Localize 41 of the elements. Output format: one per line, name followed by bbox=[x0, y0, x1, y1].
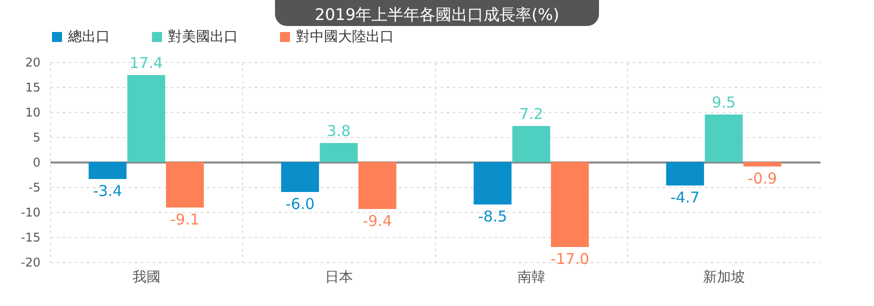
bar bbox=[550, 162, 589, 247]
bar bbox=[320, 143, 358, 162]
data-label: -6.0 bbox=[285, 195, 315, 213]
x-tick-label: 南韓 bbox=[517, 270, 546, 286]
data-label: -9.1 bbox=[170, 210, 200, 228]
y-tick-label: -5 bbox=[28, 180, 40, 194]
y-tick-label: -15 bbox=[20, 230, 40, 244]
bar bbox=[358, 162, 396, 209]
data-label: -4.7 bbox=[670, 188, 700, 206]
data-label: -9.4 bbox=[362, 212, 392, 230]
legend-label: 對美國出口 bbox=[168, 29, 238, 45]
data-label: -3.4 bbox=[92, 182, 122, 200]
y-tick-label: 20 bbox=[25, 56, 40, 70]
data-label: 7.2 bbox=[519, 105, 544, 123]
y-tick-label: -10 bbox=[20, 206, 40, 220]
legend-label: 對中國大陸出口 bbox=[296, 29, 394, 45]
data-label: 17.4 bbox=[130, 54, 163, 72]
bar bbox=[474, 162, 512, 204]
data-label: 3.8 bbox=[326, 122, 351, 140]
y-tick-label: 10 bbox=[25, 106, 40, 120]
data-label: -0.9 bbox=[748, 170, 778, 188]
y-tick-label: -20 bbox=[20, 256, 40, 270]
legend-label: 總出口 bbox=[67, 29, 110, 45]
x-tick-label: 我國 bbox=[132, 270, 160, 286]
x-tick-label: 新加坡 bbox=[702, 270, 745, 286]
bar bbox=[88, 162, 127, 179]
y-tick-label: 5 bbox=[32, 130, 40, 144]
data-label: -17.0 bbox=[550, 250, 590, 268]
bar bbox=[166, 162, 204, 208]
y-tick-label: 15 bbox=[25, 80, 40, 94]
bar bbox=[743, 162, 782, 166]
bar bbox=[704, 114, 743, 162]
chart-title: 2019年上半年各國出口成長率(%) bbox=[274, 0, 600, 26]
x-tick-label: 日本 bbox=[324, 270, 353, 286]
bar bbox=[512, 126, 550, 162]
bar bbox=[666, 162, 704, 186]
bar bbox=[127, 75, 166, 162]
bar bbox=[281, 162, 320, 192]
y-tick-label: 0 bbox=[32, 156, 40, 170]
data-label: 9.5 bbox=[712, 94, 736, 112]
data-label: -8.5 bbox=[478, 208, 508, 226]
